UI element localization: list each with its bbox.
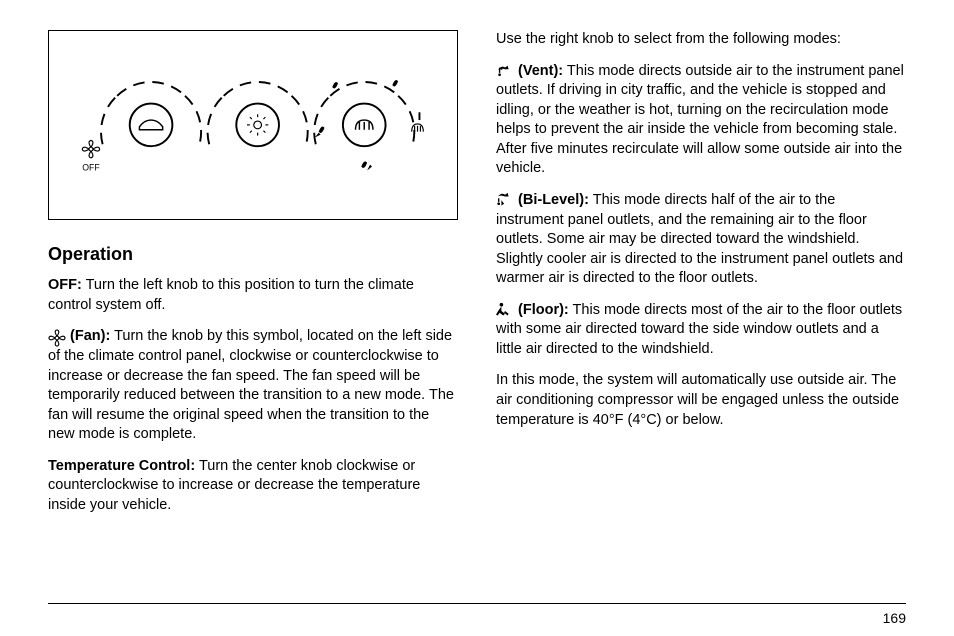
temperature-paragraph: Temperature Control: Turn the center kno…	[48, 457, 458, 516]
temperature-label: Temperature Control:	[48, 458, 195, 474]
modes-intro: Use the right knob to select from the fo…	[496, 30, 906, 50]
dial-illustration: OFF	[59, 45, 447, 205]
content-columns: OFF	[48, 30, 906, 527]
bilevel-label: (Bi-Level):	[518, 192, 589, 208]
fan-paragraph: (Fan): Turn the knob by this symbol, loc…	[48, 327, 458, 444]
floor-paragraph: (Floor): This mode directs most of the a…	[496, 301, 906, 360]
operation-heading: Operation	[48, 242, 458, 266]
fan-icon	[48, 329, 66, 345]
vent-icon	[496, 63, 514, 79]
vent-label: (Vent):	[518, 63, 563, 79]
floor-label: (Floor):	[518, 302, 569, 318]
fan-text: Turn the knob by this symbol, located on…	[48, 328, 454, 442]
off-label: OFF:	[48, 277, 82, 293]
left-column: OFF	[48, 30, 458, 527]
floor-outro: In this mode, the system will automatica…	[496, 371, 906, 430]
off-text: Turn the left knob to this position to t…	[48, 277, 414, 313]
footer-rule	[48, 603, 906, 604]
right-column: Use the right knob to select from the fo…	[496, 30, 906, 527]
off-label: OFF	[82, 163, 99, 173]
bilevel-icon	[496, 192, 514, 208]
off-paragraph: OFF: Turn the left knob to this position…	[48, 276, 458, 315]
page-number: 169	[883, 610, 906, 626]
vent-paragraph: (Vent): This mode directs outside air to…	[496, 62, 906, 179]
bilevel-paragraph: (Bi-Level): This mode directs half of th…	[496, 191, 906, 289]
climate-control-diagram: OFF	[48, 30, 458, 220]
vent-text: This mode directs outside air to the ins…	[496, 63, 904, 177]
floor-icon	[496, 302, 514, 318]
fan-label: (Fan):	[70, 328, 110, 344]
